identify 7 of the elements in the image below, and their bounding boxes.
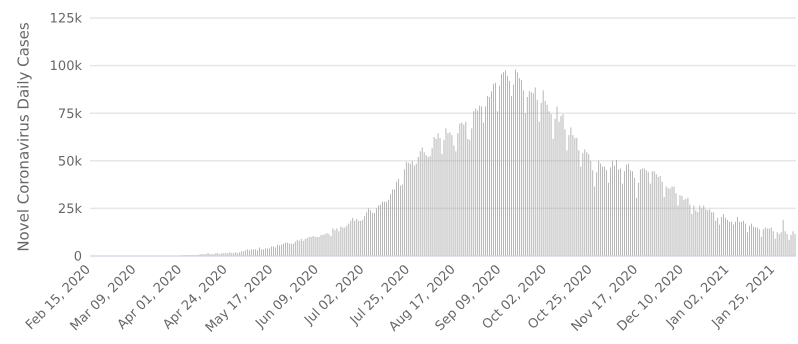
y-tick-label: 25k [58,202,82,218]
y-tick-label: 75k [58,106,82,122]
y-axis-title: Novel Coronavirus Daily Cases [14,22,32,252]
y-tick-label: 0 [74,250,82,265]
y-tick-label: 50k [58,154,82,170]
y-tick-label: 100k [50,59,82,74]
y-tick-label: 125k [50,12,82,27]
